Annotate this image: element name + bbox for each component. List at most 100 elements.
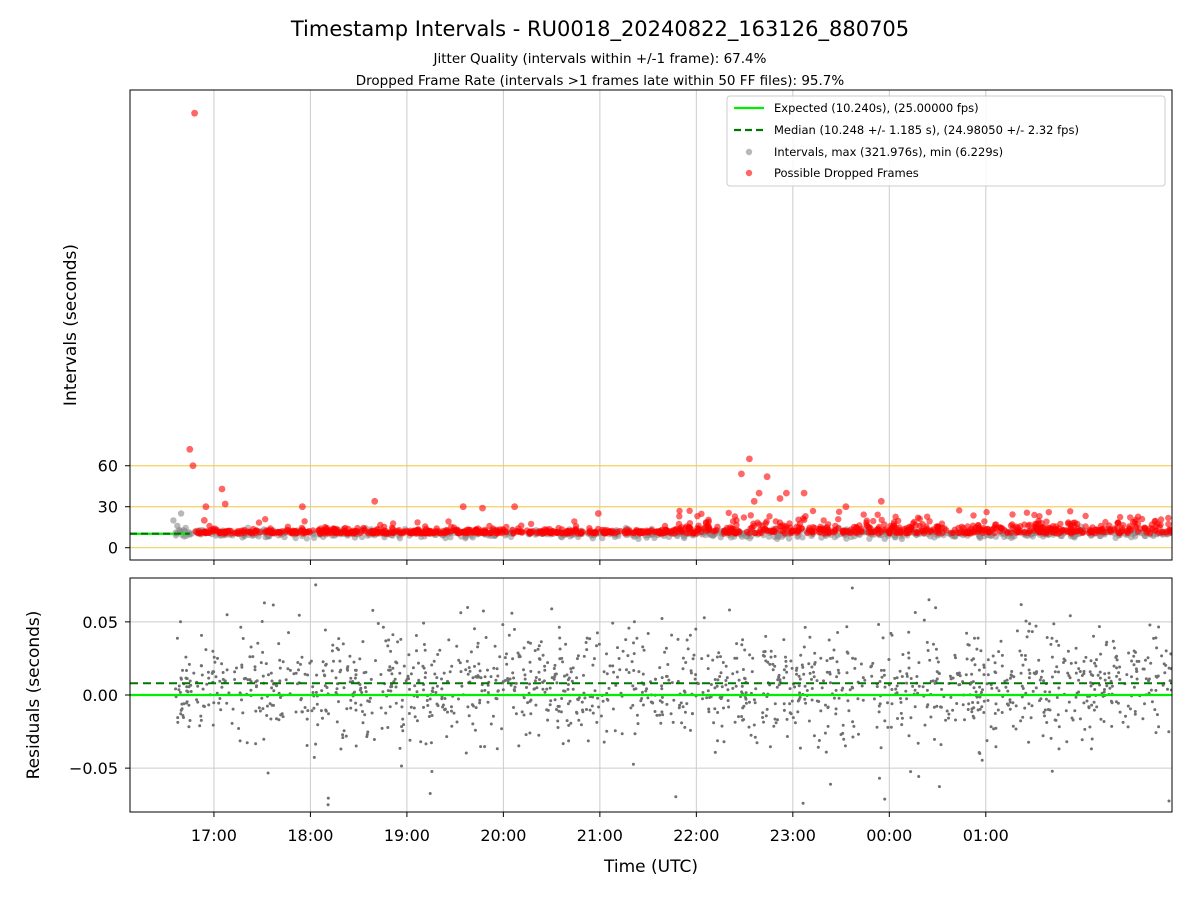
residual-point	[901, 675, 904, 678]
residual-point	[873, 697, 876, 700]
residual-point	[926, 689, 929, 692]
residual-point	[597, 706, 600, 709]
dropped-frame-point	[840, 527, 846, 533]
residual-point	[567, 739, 570, 742]
residual-point	[1127, 725, 1130, 728]
residual-point	[737, 715, 740, 718]
residual-point	[443, 672, 446, 675]
residual-point	[917, 661, 920, 664]
residual-point	[829, 673, 832, 676]
residual-point	[415, 634, 418, 637]
residual-point	[665, 703, 668, 706]
dropped-frame-point	[334, 526, 340, 532]
residual-point	[926, 703, 929, 706]
dropped-frame-point	[915, 515, 921, 521]
residual-point	[260, 661, 263, 664]
residual-point	[680, 721, 683, 724]
residual-point	[1030, 716, 1033, 719]
residual-point	[661, 713, 664, 716]
residual-point	[595, 644, 598, 647]
residual-point	[1141, 717, 1144, 720]
dropped-frame-point	[445, 518, 451, 524]
residual-point	[711, 659, 714, 662]
residual-point	[793, 686, 796, 689]
residual-point	[416, 690, 419, 693]
residual-point	[523, 647, 526, 650]
residual-point	[883, 719, 886, 722]
dropped-frame-point	[217, 529, 223, 535]
residual-point	[369, 697, 372, 700]
residual-point	[1150, 689, 1153, 692]
residual-point	[813, 652, 816, 655]
dropped-frame-point	[710, 528, 716, 534]
residual-point	[1163, 671, 1166, 674]
residual-point	[224, 679, 227, 682]
residual-point	[693, 654, 696, 657]
residual-point	[478, 701, 481, 704]
residual-point	[1065, 740, 1068, 743]
residual-point	[1074, 661, 1077, 664]
dropped-frame-point	[672, 530, 678, 536]
residual-point	[343, 686, 346, 689]
residual-point	[1116, 658, 1119, 661]
residual-point	[216, 657, 219, 660]
residual-point	[226, 613, 229, 616]
residual-point	[655, 714, 658, 717]
residual-point	[819, 657, 822, 660]
residual-point	[798, 684, 801, 687]
residual-point	[466, 705, 469, 708]
residual-point	[1025, 620, 1028, 623]
residual-point	[250, 646, 253, 649]
residual-point	[312, 691, 315, 694]
figure-subtitle-dropped: Dropped Frame Rate (intervals >1 frames …	[356, 73, 845, 89]
residual-point	[580, 723, 583, 726]
residual-point	[726, 688, 729, 691]
residual-point	[863, 679, 866, 682]
residual-point	[525, 686, 528, 689]
residual-point	[1083, 728, 1086, 731]
residual-point	[877, 623, 880, 626]
residual-point	[341, 733, 344, 736]
residual-point	[1037, 659, 1040, 662]
residual-point	[225, 702, 228, 705]
residual-point	[1051, 656, 1054, 659]
residual-point	[384, 712, 387, 715]
residual-point	[1020, 603, 1023, 606]
residual-point	[753, 724, 756, 727]
residual-point	[594, 689, 597, 692]
residual-point	[816, 679, 819, 682]
residual-point	[783, 709, 786, 712]
residual-point	[188, 663, 191, 666]
residual-point	[1052, 622, 1055, 625]
residual-point	[395, 686, 398, 689]
residual-point	[953, 654, 956, 657]
residual-point	[500, 727, 503, 730]
residual-point	[1132, 655, 1135, 658]
residual-point	[327, 803, 330, 806]
residual-point	[602, 700, 605, 703]
residual-point	[764, 635, 767, 638]
residual-point	[1089, 670, 1092, 673]
residual-point	[718, 675, 721, 678]
residual-point	[1155, 646, 1158, 649]
x-tick-label: 21:00	[577, 826, 623, 845]
residual-point	[435, 676, 438, 679]
residual-point	[331, 644, 334, 647]
residual-point	[614, 684, 617, 687]
residual-point	[577, 654, 580, 657]
residual-point	[586, 637, 589, 640]
residual-point	[1155, 731, 1158, 734]
residual-point	[321, 717, 324, 720]
residual-point	[654, 710, 657, 713]
residual-point	[380, 706, 383, 709]
residual-point	[659, 699, 662, 702]
residual-point	[846, 652, 849, 655]
residual-point	[634, 732, 637, 735]
residual-point	[583, 655, 586, 658]
residual-point	[374, 659, 377, 662]
residual-point	[415, 649, 418, 652]
residual-point	[851, 587, 854, 590]
residual-point	[802, 673, 805, 676]
residual-point	[714, 751, 717, 754]
residual-point	[192, 672, 195, 675]
